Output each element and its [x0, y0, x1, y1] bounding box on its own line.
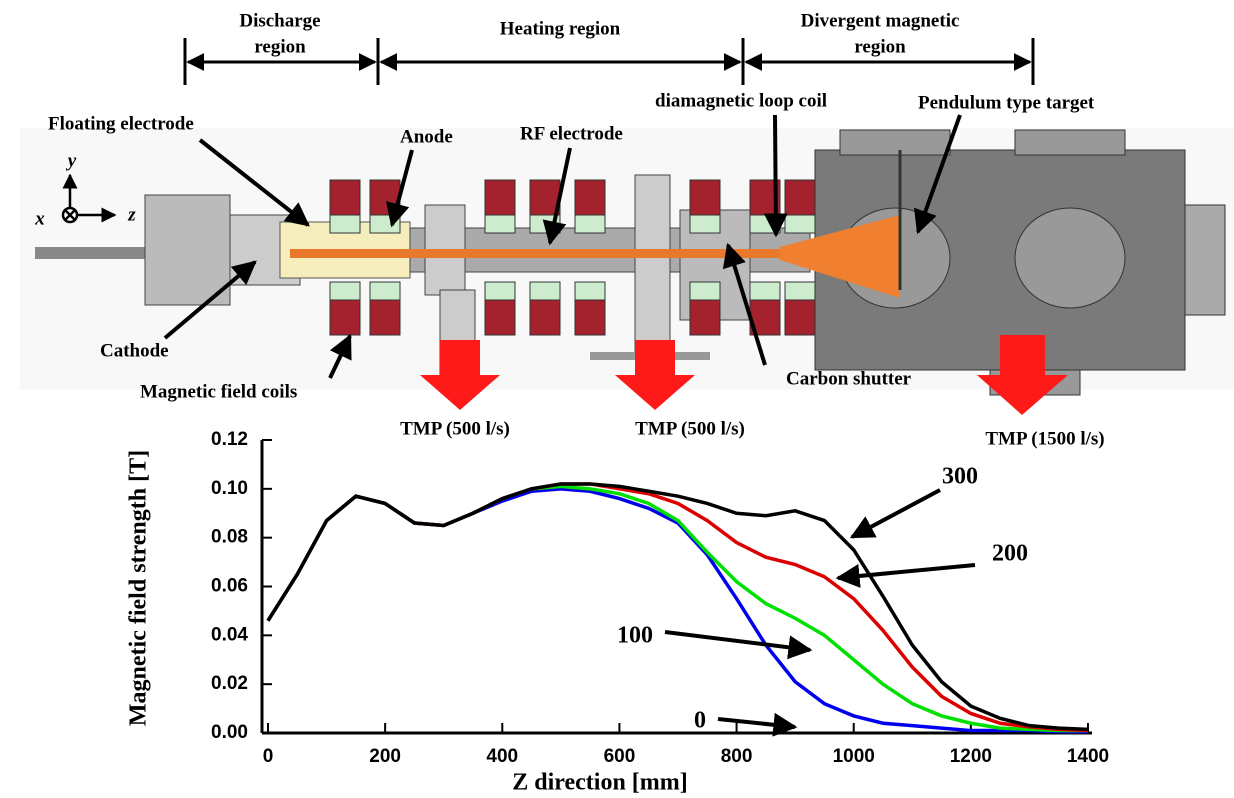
chamber-port [1015, 130, 1125, 155]
x-tick-label: 200 [369, 746, 401, 767]
part-label: Anode [400, 126, 453, 147]
region-label: region [254, 36, 306, 57]
pump-port [635, 175, 670, 355]
pump-label: TMP (500 l/s) [400, 418, 510, 439]
cathode-flange [145, 195, 230, 305]
series-line [268, 489, 1088, 732]
y-axis-label: Magnetic field strength [T] [126, 450, 152, 726]
x-tick-label: 800 [721, 746, 753, 767]
curve-label-arrow [718, 719, 795, 727]
part-label: Floating electrode [48, 113, 194, 134]
region-brackets [185, 38, 1033, 85]
plasma-beam [290, 249, 780, 258]
curve-label: 200 [992, 541, 1028, 567]
figure: 0.00 0.02 0.04 0.06 0.08 0.10 0.12 0 200 400 600 80… [0, 0, 1234, 798]
x-tick-label: 1000 [833, 746, 875, 767]
region-label: Discharge [239, 10, 320, 31]
region-label: Divergent magnetic [801, 10, 960, 31]
curve-label: 100 [617, 623, 653, 649]
chamber-port [840, 130, 950, 155]
part-label: diamagnetic loop coil [655, 90, 827, 111]
y-tick-label: 0.00 [211, 722, 248, 743]
axis-symbol: x [34, 208, 45, 229]
curve-label: 300 [942, 464, 978, 490]
part-label: Pendulum type target [918, 92, 1095, 113]
y-tick-label: 0.08 [211, 527, 248, 548]
y-tick-label: 0.06 [211, 576, 248, 597]
part-label: RF electrode [520, 123, 623, 144]
curve-label-arrow [852, 490, 940, 537]
pump-label: TMP (500 l/s) [635, 418, 745, 439]
y-tick-label: 0.02 [211, 673, 248, 694]
y-tick-label: 0.10 [211, 478, 248, 499]
series-line [268, 486, 1088, 730]
axis-symbol: z [127, 204, 136, 225]
x-tick-label: 1400 [1067, 746, 1109, 767]
pump-label: TMP (1500 l/s) [985, 428, 1104, 449]
end-flange [1185, 205, 1225, 315]
x-axis-label: Z direction [mm] [512, 770, 688, 796]
part-label: Cathode [100, 340, 169, 361]
x-tick-label: 600 [604, 746, 636, 767]
curve-label-arrow [838, 565, 975, 578]
window [1015, 208, 1125, 308]
chart: 0.00 0.02 0.04 0.06 0.08 0.10 0.12 0 200 400 600 80… [126, 429, 1110, 796]
x-tick-label: 400 [486, 746, 518, 767]
axis-symbol: y [66, 150, 77, 171]
y-tick-label: 0.12 [211, 429, 248, 450]
part-label: Magnetic field coils [140, 381, 297, 402]
part-label: Carbon shutter [786, 368, 912, 389]
x-tick-label: 1200 [950, 746, 992, 767]
x-tick-label: 0 [263, 746, 274, 767]
region-label: region [854, 36, 906, 57]
y-tick-label: 0.04 [211, 624, 248, 645]
page: {"diagram": { "regions": [["Discharge", … [0, 0, 1234, 798]
curve-label-arrow [665, 632, 810, 650]
region-label: Heating region [500, 18, 621, 39]
curve-label: 0 [694, 708, 706, 734]
